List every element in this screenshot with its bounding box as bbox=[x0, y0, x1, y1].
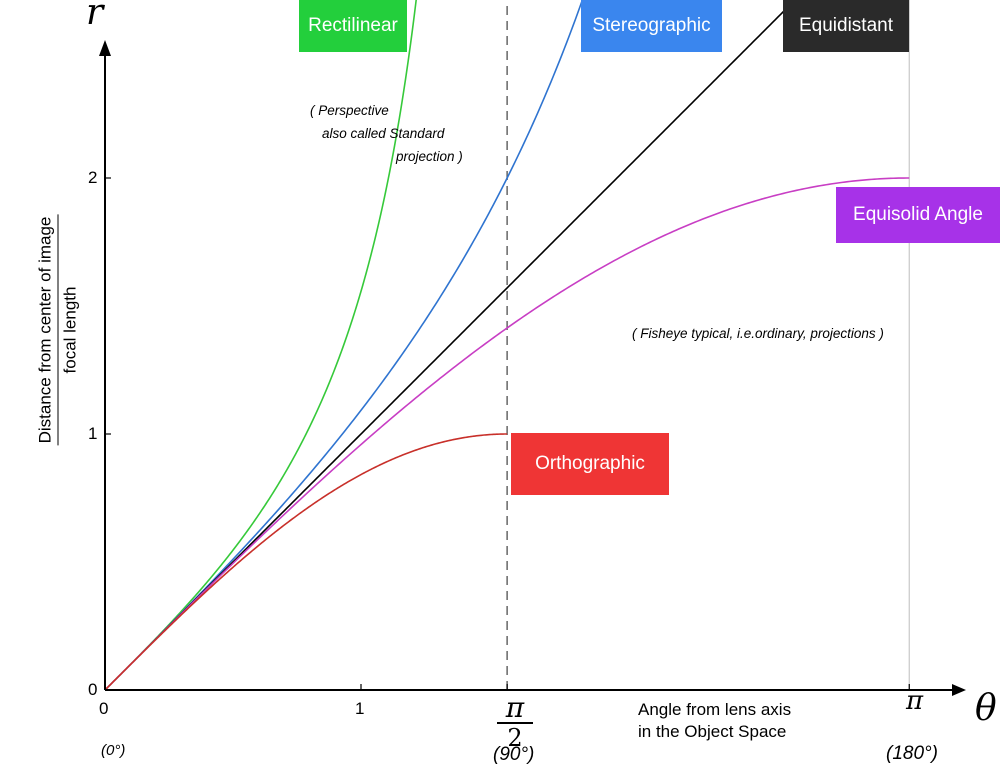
axes bbox=[99, 40, 966, 696]
equisolid-angle-label: Equisolid Angle bbox=[836, 187, 1000, 243]
half-pi-denominator: 2 bbox=[507, 724, 523, 752]
x-axis-arrow bbox=[952, 684, 966, 696]
x-tick-label-0: 0 bbox=[99, 699, 109, 718]
x-tick-label-1: 1 bbox=[355, 699, 365, 718]
fisheye-note: ( Fisheye typical, i.e.ordinary, project… bbox=[632, 326, 884, 341]
x-axis-label-line1: Angle from lens axis bbox=[638, 700, 792, 719]
equidistant-curve bbox=[104, 0, 797, 691]
y-tick-label-2: 2 bbox=[88, 168, 98, 187]
axis-ticks bbox=[105, 177, 910, 690]
equisolid-angle-curve bbox=[104, 177, 910, 691]
x-deg-label-180: (180°) bbox=[886, 743, 938, 764]
x-axis-label-line2: in the Object Space bbox=[638, 722, 787, 741]
series-curves bbox=[104, 0, 910, 691]
orthographic-curve bbox=[104, 433, 508, 691]
rectilinear-note-line1: ( Perspective bbox=[310, 103, 389, 118]
y-axis-label-numerator: Distance from center of image bbox=[33, 214, 59, 446]
y-tick-label-1: 1 bbox=[88, 424, 98, 443]
rectilinear-note: ( Perspective also called Standard proje… bbox=[310, 99, 463, 168]
half-pi-numerator: π bbox=[497, 694, 533, 724]
x-tick-label-half-pi: π 2 bbox=[497, 694, 533, 752]
y-axis-symbol: r bbox=[86, 0, 104, 33]
rectilinear-note-line3: projection ) bbox=[396, 149, 463, 164]
stereographic-curve bbox=[104, 0, 584, 691]
orthographic-label: Orthographic bbox=[511, 433, 669, 495]
equidistant-label: Equidistant bbox=[783, 0, 909, 52]
x-axis-label: Angle from lens axis in the Object Space bbox=[638, 699, 791, 743]
x-deg-label-0: (0°) bbox=[101, 742, 126, 759]
y-axis-arrow bbox=[99, 40, 111, 56]
y-tick-label-0: 0 bbox=[88, 680, 98, 699]
x-axis-symbol: θ bbox=[975, 688, 997, 729]
x-tick-label-pi: π bbox=[906, 686, 924, 716]
reference-lines bbox=[506, 0, 910, 690]
x-deg-label-90: (90°) bbox=[493, 744, 535, 765]
rectilinear-note-line2: also called Standard bbox=[322, 126, 445, 141]
rectilinear-label: Rectilinear bbox=[299, 0, 407, 52]
stereographic-label: Stereographic bbox=[581, 0, 722, 52]
y-axis-label-denominator: focal length bbox=[60, 286, 80, 374]
